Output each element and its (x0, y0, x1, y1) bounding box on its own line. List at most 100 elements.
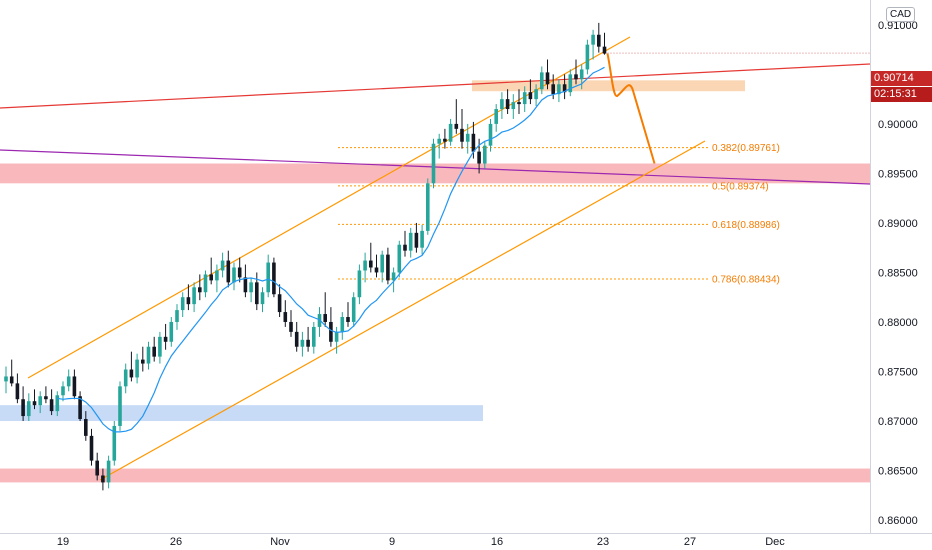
candle (505, 99, 510, 110)
y-tick-label-7: 0.87500 (878, 366, 918, 378)
candle (15, 383, 20, 400)
candle (9, 376, 14, 384)
candle (289, 321, 293, 332)
candle (551, 84, 555, 95)
candle (32, 401, 37, 406)
candle (431, 143, 436, 184)
y-tick-label-2: 0.90000 (878, 119, 918, 131)
candle (101, 475, 105, 483)
candle (585, 44, 590, 70)
candle (443, 138, 447, 142)
y-tick-label-3: 0.89500 (878, 168, 918, 180)
x-tick-label-2: Nov (270, 536, 290, 548)
candle (95, 460, 99, 476)
supply-zone (472, 80, 745, 92)
candle (323, 314, 327, 322)
candle (340, 317, 345, 332)
candle (175, 310, 179, 322)
candle (106, 460, 111, 483)
candle (465, 133, 470, 142)
candle (437, 138, 441, 144)
candle (220, 260, 225, 271)
candle (579, 69, 584, 80)
x-tick-label-5: 23 (597, 536, 609, 548)
candle (568, 74, 573, 93)
candle (369, 260, 373, 268)
candle (266, 262, 270, 293)
candle (300, 339, 305, 347)
candle (346, 317, 350, 322)
candle (294, 331, 299, 347)
candle (374, 267, 379, 273)
price-tag: 0.90714 (871, 71, 932, 86)
candle (186, 297, 191, 305)
y-tick-label-8: 0.87000 (878, 416, 918, 428)
y-tick-label-10: 0.86000 (878, 515, 918, 527)
candle (243, 277, 248, 293)
candle (522, 92, 527, 105)
candle (118, 386, 122, 426)
candle (169, 321, 174, 342)
candle (517, 102, 521, 105)
candle (66, 376, 71, 387)
candle (574, 74, 578, 80)
candle (21, 399, 25, 417)
candle (180, 297, 185, 311)
candle (123, 369, 128, 387)
candle (112, 425, 117, 461)
candle (477, 151, 481, 164)
candle (129, 369, 134, 378)
candle (562, 84, 567, 93)
fib-label-3: 0.786(0.88434) (712, 274, 780, 285)
candle (72, 376, 77, 397)
x-tick-label-3: 9 (389, 536, 395, 548)
x-tick-label-0: 19 (57, 536, 69, 548)
candle (471, 133, 476, 152)
candle (483, 145, 487, 164)
y-tick-label-4: 0.89000 (878, 218, 918, 230)
candle (448, 123, 453, 142)
fib-label-1: 0.5(0.89374) (712, 181, 769, 192)
candle (158, 336, 162, 357)
currency-label[interactable]: CAD (886, 7, 916, 22)
candle (4, 376, 8, 382)
candle (203, 274, 208, 293)
candle (545, 72, 550, 85)
candle (397, 244, 402, 273)
candle (89, 435, 94, 461)
candle (334, 331, 339, 342)
support-zone-lower (0, 468, 870, 483)
candle (232, 267, 236, 283)
candle (454, 123, 459, 129)
candle (557, 84, 561, 95)
y-tick-label-6: 0.88000 (878, 317, 918, 329)
x-tick-label-7: Dec (765, 536, 785, 548)
candle (414, 232, 419, 248)
candle (386, 254, 390, 281)
candle (84, 419, 88, 436)
candle (55, 395, 60, 412)
candle (460, 128, 464, 142)
demand-zone (0, 405, 483, 422)
candle (215, 270, 219, 281)
candle (306, 339, 310, 347)
candle (500, 99, 504, 110)
candle (38, 396, 42, 406)
candle (357, 270, 362, 298)
candle (226, 260, 231, 283)
y-tick-label-9: 0.86500 (878, 466, 918, 478)
candle (152, 346, 156, 357)
candle (237, 267, 242, 278)
candle (272, 262, 276, 295)
candle (27, 401, 31, 417)
candle (249, 282, 253, 293)
candle (534, 89, 538, 100)
candle (78, 396, 82, 420)
candle (391, 272, 396, 281)
candle (198, 287, 202, 293)
candle (312, 326, 316, 347)
x-tick-label-6: 27 (684, 536, 696, 548)
candle (363, 260, 367, 271)
